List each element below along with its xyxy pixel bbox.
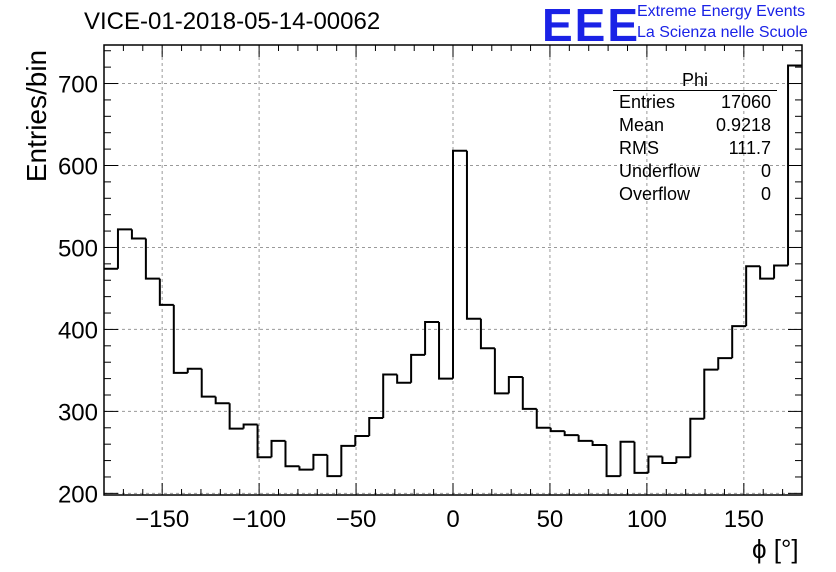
- histogram-bin: [284, 440, 300, 468]
- histogram-bin: [521, 376, 537, 410]
- y-tick-label: 400: [58, 317, 98, 344]
- stats-value: 0: [760, 184, 771, 204]
- histogram-bin: [507, 375, 523, 394]
- histogram-bin: [703, 368, 719, 419]
- histogram-bin: [340, 444, 356, 477]
- eee-logo: EEE: [542, 0, 641, 51]
- stats-value: 0: [760, 161, 771, 181]
- histogram-bin: [424, 321, 440, 355]
- histogram-bin: [731, 325, 747, 359]
- histogram-bin: [130, 229, 146, 240]
- stats-row: Mean 0.9218: [611, 114, 777, 137]
- histogram-bin: [158, 278, 174, 306]
- x-tick-label: −50: [336, 506, 377, 533]
- stats-row: Underflow 0: [611, 160, 777, 183]
- y-tick-label: 600: [58, 153, 98, 180]
- logo-line-1: Extreme Energy Events: [637, 3, 806, 20]
- logo-line-2: La Scienza nelle Scuole: [637, 24, 808, 41]
- histogram-bin: [717, 357, 733, 370]
- histogram-bin: [563, 431, 579, 437]
- chart-title: VICE-01-2018-05-14-00062: [84, 8, 381, 35]
- histogram-bin: [200, 368, 216, 398]
- x-tick-label: −150: [135, 506, 189, 533]
- histogram-bin: [535, 408, 551, 429]
- histogram-bin: [438, 322, 453, 380]
- x-axis-label: ϕ [°]: [752, 534, 799, 564]
- histogram-bin: [787, 64, 802, 266]
- histogram-series: [104, 64, 802, 478]
- stats-label: Mean: [619, 115, 665, 135]
- histogram-bin: [647, 455, 663, 473]
- y-axis-label: Entries/bin: [21, 49, 52, 183]
- histogram-bin: [354, 434, 370, 446]
- stats-row: Overflow 0: [611, 183, 777, 206]
- stats-label: RMS: [619, 138, 659, 158]
- histogram-bin: [312, 453, 328, 470]
- x-tick-label: 50: [537, 506, 564, 533]
- histogram-bin: [410, 353, 426, 383]
- histogram-bin: [228, 403, 244, 430]
- histogram-bin: [465, 150, 481, 320]
- axis-ticks: −150 −100 −50 0 50 100 150 200 300 400 500 600 700: [58, 45, 803, 533]
- x-tick-label: −100: [232, 506, 286, 533]
- histogram-bin: [773, 264, 789, 279]
- histogram-bin: [172, 304, 188, 374]
- y-tick-label: 300: [58, 399, 98, 426]
- stats-row: RMS 111.7: [611, 137, 777, 160]
- histogram-bin: [214, 396, 230, 405]
- y-tick-label: 200: [58, 481, 98, 508]
- stats-value: 111.7: [728, 138, 771, 158]
- x-tick-label: 150: [724, 506, 764, 533]
- y-tick-label: 500: [58, 235, 98, 262]
- stats-title: Phi: [613, 70, 777, 91]
- histogram-bin: [452, 149, 467, 379]
- stats-label: Entries: [619, 92, 676, 112]
- stats-label: Underflow: [619, 161, 701, 181]
- histogram-bin: [661, 456, 677, 465]
- histogram-bin: [256, 424, 272, 459]
- stats-box: Phi Entries 17060 Mean 0.9218 RMS 111.7 Und…: [611, 70, 777, 206]
- histogram-bin: [605, 445, 621, 478]
- stats-row: Entries 17060: [611, 91, 777, 114]
- histogram-bin: [144, 238, 160, 280]
- x-tick-label: 100: [627, 506, 667, 533]
- histogram-bin: [745, 265, 761, 327]
- histogram-bin: [242, 423, 258, 429]
- histogram-bin: [396, 374, 412, 384]
- histogram-bin: [116, 228, 132, 269]
- histogram-bin: [591, 440, 607, 446]
- y-tick-label: 700: [58, 72, 98, 99]
- stats-value: 0.9218: [715, 115, 771, 135]
- histogram-bin: [759, 266, 775, 280]
- histogram-bin: [298, 466, 314, 471]
- histogram-bin: [577, 435, 593, 442]
- histogram-bin: [479, 318, 495, 350]
- histogram-bin: [619, 440, 635, 477]
- histogram-bin: [689, 417, 705, 458]
- histogram-bin: [368, 416, 384, 436]
- histogram-bin: [382, 373, 398, 418]
- stats-label: Overflow: [619, 184, 691, 204]
- histogram-bin: [186, 367, 202, 373]
- stats-value: 17060: [720, 92, 771, 112]
- histogram-bin: [493, 348, 509, 395]
- x-tick-label: 0: [446, 506, 459, 533]
- histogram-bin: [270, 439, 286, 458]
- histogram-bin: [633, 441, 649, 474]
- histogram-bin: [326, 454, 342, 478]
- histogram-bin: [549, 427, 565, 433]
- histogram-bin: [675, 456, 691, 464]
